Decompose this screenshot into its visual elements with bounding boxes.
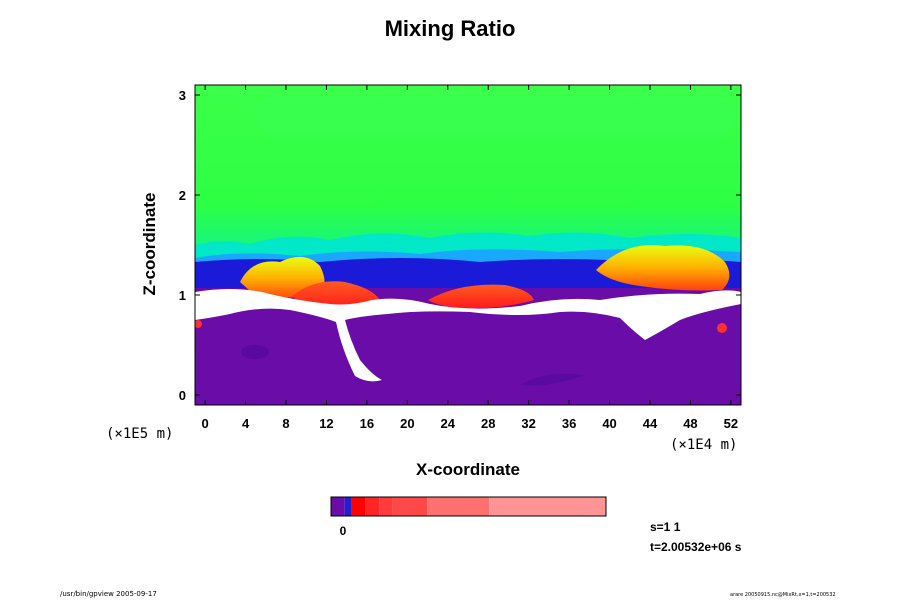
plot-frame <box>194 84 742 406</box>
y-axis-label: Z-coordinate <box>140 192 159 296</box>
red-patch-left <box>292 281 380 309</box>
x-tick-label: 52 <box>724 416 738 431</box>
white-gap-region <box>195 289 741 382</box>
colorbar-zero-label: 0 <box>340 524 347 538</box>
footer-command: /usr/bin/gpview 2005-09-17 <box>60 590 157 598</box>
upper-layer-highlight <box>255 95 735 135</box>
colorbar-frame <box>330 496 607 517</box>
colorbar-segment <box>365 497 380 516</box>
x-tick-label: 16 <box>360 416 374 431</box>
x-axis-label: X-coordinate <box>416 460 520 479</box>
colorbar: 0 <box>330 496 607 538</box>
x-tick-label: 48 <box>683 416 697 431</box>
x-tick-label: 28 <box>481 416 495 431</box>
y-tick-label: 2 <box>179 188 186 203</box>
colorbar-segment <box>379 497 393 516</box>
colorbar-segment <box>331 497 345 516</box>
step-label: s=1 1 <box>650 520 681 534</box>
x-tick-label: 8 <box>282 416 289 431</box>
x-tick-label: 44 <box>643 416 658 431</box>
x-tick-label: 24 <box>441 416 456 431</box>
x-scale-note: (×1E4 m) <box>670 437 738 453</box>
red-spot-right <box>717 323 727 333</box>
y-scale-note: (×1E5 m) <box>106 426 174 442</box>
colorbar-segment <box>344 497 352 516</box>
x-tick-label: 36 <box>562 416 576 431</box>
red-patch-center <box>428 284 534 309</box>
x-tick-label: 40 <box>602 416 616 431</box>
colorbar-segment <box>392 497 428 516</box>
y-tick-label: 3 <box>179 88 186 103</box>
colorbar-segment <box>351 497 366 516</box>
footer-source: arare 20050915.nc@MixRt,x=1,t=200532 <box>730 592 836 598</box>
x-tick-label: 4 <box>242 416 250 431</box>
y-tick-label: 0 <box>179 388 186 403</box>
lower-eddy-1 <box>241 345 269 359</box>
x-tick-label: 0 <box>201 416 208 431</box>
y-tick-label: 1 <box>179 288 186 303</box>
plume-right <box>596 245 730 291</box>
chart-title: Mixing Ratio <box>384 16 516 41</box>
y-axis: 0 1 2 3 <box>179 88 741 403</box>
red-spot-left <box>195 320 202 328</box>
time-label: t=2.00532e+06 s <box>650 540 742 554</box>
colorbar-segment <box>427 497 490 516</box>
contour-fill <box>195 85 741 405</box>
x-axis: 0 4 8 12 16 20 24 28 32 36 40 44 48 52 <box>201 85 738 431</box>
x-tick-label: 12 <box>319 416 333 431</box>
x-tick-label: 20 <box>400 416 414 431</box>
colorbar-segment <box>489 497 606 516</box>
x-tick-label: 32 <box>521 416 535 431</box>
lower-eddy-2 <box>520 373 585 386</box>
